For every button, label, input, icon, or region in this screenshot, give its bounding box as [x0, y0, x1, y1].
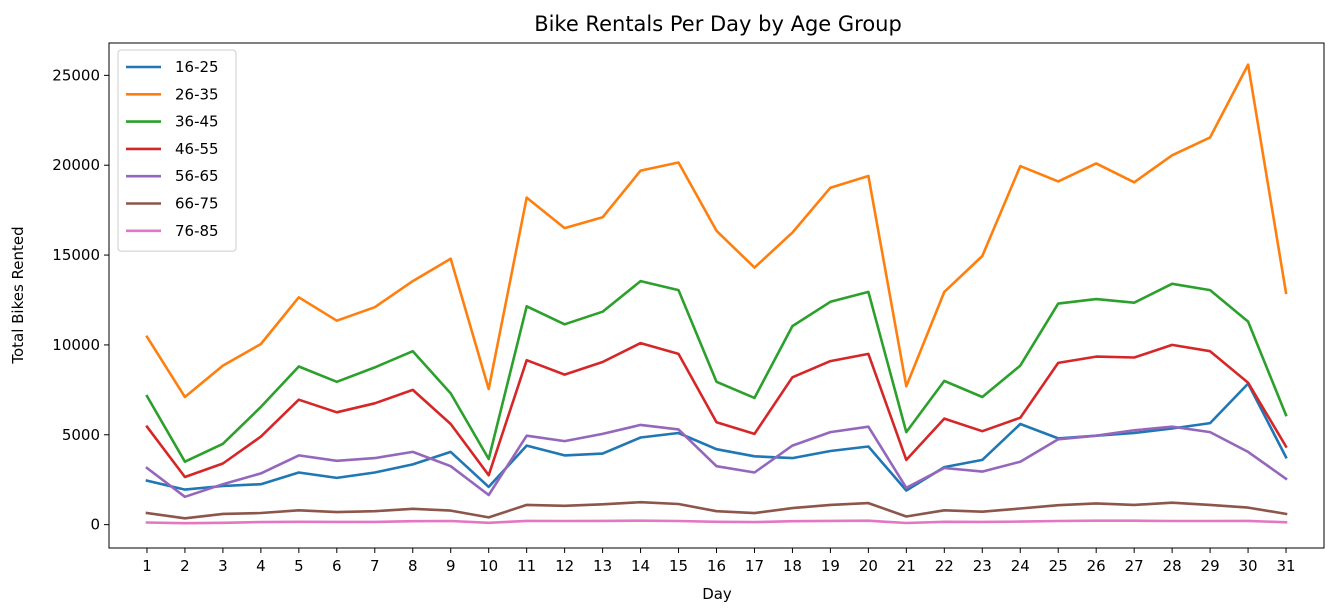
x-tick-label: 4 [256, 557, 266, 575]
y-tick-label: 15000 [52, 246, 100, 264]
x-tick-label: 30 [1239, 557, 1258, 575]
x-tick-label: 28 [1163, 557, 1182, 575]
x-tick-label: 14 [631, 557, 650, 575]
x-tick-label: 1 [142, 557, 152, 575]
x-tick-label: 21 [897, 557, 916, 575]
legend-box [117, 49, 237, 252]
legend-label: 16-25 [175, 58, 219, 76]
plot-area [145, 63, 1288, 525]
x-tick-label: 3 [218, 557, 228, 575]
x-tick-label: 17 [745, 557, 764, 575]
x-tick-label: 6 [332, 557, 342, 575]
legend-label: 56-65 [175, 167, 219, 185]
x-tick-label: 7 [370, 557, 380, 575]
x-tick-label: 20 [859, 557, 878, 575]
x-tick-label: 25 [1049, 557, 1068, 575]
x-tick-label: 22 [935, 557, 954, 575]
plot-frame [108, 42, 1325, 549]
y-tick-label: 0 [90, 516, 100, 534]
x-tick-label: 11 [517, 557, 536, 575]
x-tick-label: 26 [1087, 557, 1106, 575]
legend: 16-25 26-35 36-45 46-55 56-65 66-75 76-85 [117, 49, 237, 252]
x-tick-label: 31 [1276, 557, 1295, 575]
x-tick-label: 8 [408, 557, 418, 575]
series-line-36-45 [145, 279, 1288, 464]
y-tick-label: 10000 [52, 336, 100, 354]
y-tick-label: 20000 [52, 156, 100, 174]
x-axis: 1 2 3 4 5 6 7 8 9 10 11 12 13 14 15 16 17 18 19 20 21 22 23 24 2… [142, 548, 1296, 575]
series-line-66-75 [145, 500, 1288, 520]
x-tick-label: 24 [1011, 557, 1030, 575]
chart-title: Bike Rentals Per Day by Age Group [534, 12, 902, 36]
x-tick-label: 12 [555, 557, 574, 575]
x-axis-label: Day [702, 585, 732, 603]
x-tick-label: 5 [294, 557, 304, 575]
x-tick-label: 19 [821, 557, 840, 575]
series-line-76-85 [145, 519, 1288, 525]
legend-label: 26-35 [175, 85, 219, 103]
x-tick-label: 9 [446, 557, 456, 575]
legend-label: 46-55 [175, 140, 219, 158]
legend-label: 76-85 [175, 222, 219, 240]
series-line-16-25 [145, 382, 1288, 492]
legend-label: 66-75 [175, 195, 219, 213]
x-tick-label: 2 [180, 557, 190, 575]
y-axis: 0 5000 10000 15000 20000 25000 [52, 66, 109, 534]
x-tick-label: 15 [669, 557, 688, 575]
series-line-46-55 [145, 341, 1288, 479]
y-tick-label: 5000 [62, 426, 100, 444]
x-tick-label: 29 [1201, 557, 1220, 575]
x-tick-label: 18 [783, 557, 802, 575]
series-line-56-65 [145, 423, 1288, 499]
series-line-26-35 [145, 63, 1288, 399]
x-tick-label: 10 [479, 557, 498, 575]
x-tick-label: 16 [707, 557, 726, 575]
y-axis-label: Total Bikes Rented [9, 226, 27, 364]
legend-label: 36-45 [175, 113, 219, 131]
x-tick-label: 13 [593, 557, 612, 575]
x-tick-label: 27 [1125, 557, 1144, 575]
y-tick-label: 25000 [52, 66, 100, 84]
x-tick-label: 23 [973, 557, 992, 575]
